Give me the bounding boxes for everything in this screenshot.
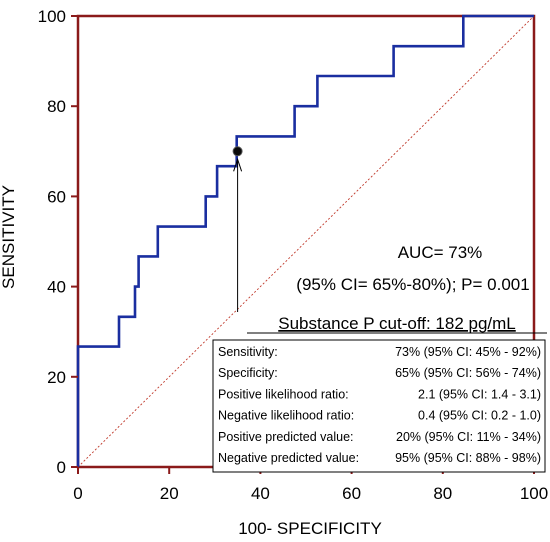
stats-table-box — [212, 339, 546, 473]
y-tick-label: 40 — [47, 278, 66, 297]
y-tick-label: 0 — [57, 458, 66, 477]
x-tick-label: 0 — [73, 484, 82, 503]
stats-row-value: 2.1 (95% CI: 1.4 - 3.1) — [418, 387, 541, 401]
stats-row-label: Negative likelihood ratio: — [218, 409, 354, 423]
x-tick-label: 100 — [520, 484, 548, 503]
stats-row-label: Positive predicted value: — [218, 430, 354, 444]
tick-labels: 0 20 40 60 80 100 0 20 40 60 80 100 — [38, 7, 549, 503]
auc-ci-label: (95% CI= 65%-80%); P= 0.001 — [296, 275, 529, 294]
y-tick-label: 60 — [47, 187, 66, 206]
stats-row-value: 20% (95% CI: 11% - 34%) — [396, 430, 541, 444]
stats-row-value: 95% (95% CI: 88% - 98%) — [395, 451, 541, 465]
reference-diagonal-line — [77, 15, 535, 468]
stats-row-value: 65% (95% CI: 56% - 74%) — [395, 366, 541, 380]
y-tick-label: 20 — [47, 368, 66, 387]
stats-row-label: Negative predicted value: — [218, 451, 359, 465]
cutoff-label: Substance P cut-off: 182 pg/mL — [278, 314, 516, 333]
cutoff-point — [232, 146, 243, 157]
stats-row-label: Specificity: — [218, 366, 278, 380]
auc-label: AUC= 73% — [398, 243, 483, 262]
x-tick-label: 60 — [342, 484, 361, 503]
stats-row-value: 0.4 (95% CI: 0.2 - 1.0) — [418, 409, 541, 423]
x-tick-label: 20 — [160, 484, 179, 503]
y-axis-title: SENSITIVITY — [0, 185, 18, 289]
y-tick-label: 80 — [47, 97, 66, 116]
stats-row-label: Positive likelihood ratio: — [218, 387, 349, 401]
x-axis-title: 100- SPECIFICITY — [238, 519, 382, 538]
x-tick-label: 80 — [433, 484, 452, 503]
stats-table: Sensitivity: 73% (95% CI: 45% - 92%) Speci… — [212, 339, 546, 473]
cutoff-arrow-head — [233, 157, 243, 172]
x-tick-label: 40 — [251, 484, 270, 503]
y-tick-label: 100 — [38, 7, 66, 26]
stats-row-label: Sensitivity: — [218, 345, 278, 359]
roc-curve-line — [76, 14, 534, 467]
stats-row-value: 73% (95% CI: 45% - 92%) — [395, 345, 541, 359]
